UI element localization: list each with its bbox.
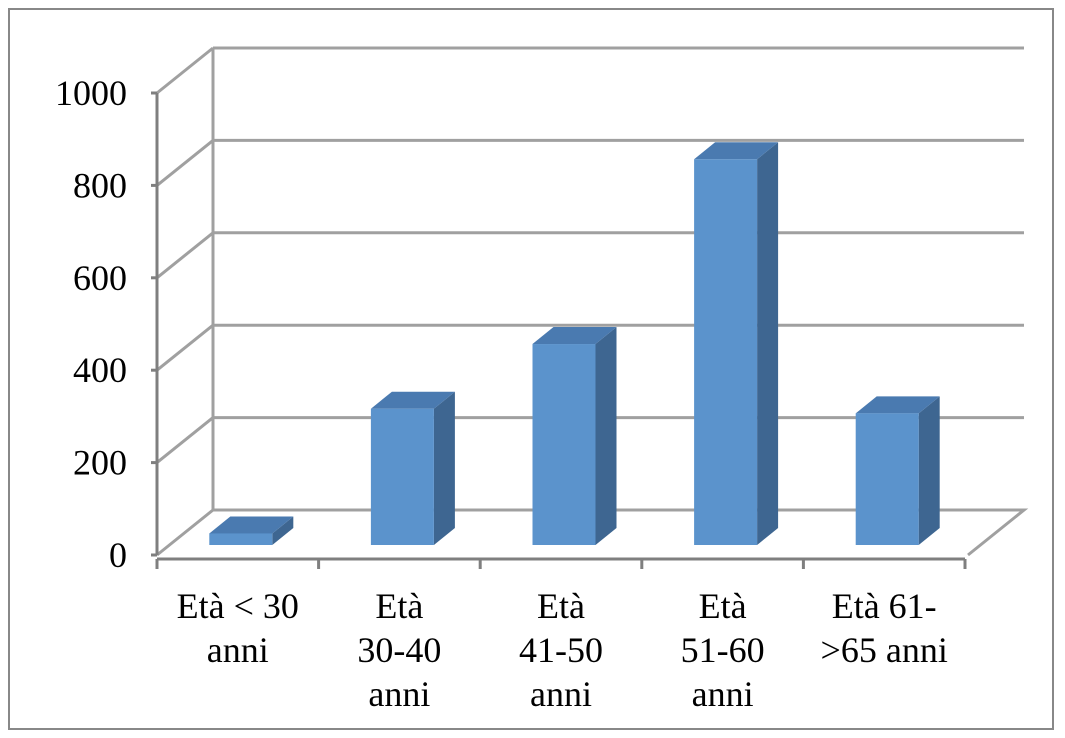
bar-top xyxy=(855,396,940,414)
bar xyxy=(694,142,779,546)
x-category-label-line: Età xyxy=(537,586,585,626)
floor-outline xyxy=(156,508,1029,557)
gridline-side xyxy=(156,324,214,372)
x-category-label-line: anni xyxy=(207,630,269,670)
x-category-label-line: 30-40 xyxy=(357,630,441,670)
x-category-label-line: 51-60 xyxy=(681,630,765,670)
x-category-label: Età < 30 anni xyxy=(177,586,299,670)
x-category-label-line: anni xyxy=(692,674,754,714)
gridline-side xyxy=(156,46,214,95)
bar-top xyxy=(370,391,455,409)
bar-side xyxy=(918,396,940,545)
x-category-label: Età 41-50 anni xyxy=(519,586,603,714)
bar-side xyxy=(272,516,294,545)
y-tick-label: 800 xyxy=(73,165,127,205)
bar-top xyxy=(209,516,294,534)
y-tick-label: 600 xyxy=(73,258,127,298)
x-category-label: Età 61->65 anni xyxy=(821,586,948,670)
x-category-label-line: anni xyxy=(368,674,430,714)
bar-front xyxy=(532,344,596,545)
x-category-label-line: >65 anni xyxy=(821,630,948,670)
bar xyxy=(532,327,617,545)
bar-top xyxy=(694,142,779,160)
bar xyxy=(209,516,294,545)
y-tick-label: 0 xyxy=(109,535,127,575)
gridline-side xyxy=(156,231,214,279)
x-category-label-line: anni xyxy=(530,674,592,714)
bar-front xyxy=(370,408,434,545)
x-category-label: Età 51-60 anni xyxy=(681,586,765,714)
x-category-label-line: Età < 30 xyxy=(177,586,299,626)
x-category-label-line: Età xyxy=(375,586,423,626)
x-category-label: Età 30-40 anni xyxy=(357,586,441,714)
grid-layer xyxy=(156,46,1029,557)
x-category-label-line: Età 61- xyxy=(832,586,937,626)
bar-top xyxy=(532,327,617,345)
bar-front xyxy=(855,413,919,545)
bar xyxy=(855,396,940,545)
y-tick-label: 1000 xyxy=(55,73,127,113)
bar-side xyxy=(595,327,617,545)
bar-front xyxy=(694,159,758,546)
x-category-label-line: 41-50 xyxy=(519,630,603,670)
bar xyxy=(370,391,455,545)
gridline-side xyxy=(156,416,214,464)
gridline-side xyxy=(156,139,214,187)
chart-frame xyxy=(8,8,1054,730)
x-category-label-line: Età xyxy=(699,586,747,626)
bar-side xyxy=(757,142,779,546)
y-tick-label: 200 xyxy=(73,443,127,483)
y-tick-label: 400 xyxy=(73,350,127,390)
bars-layer xyxy=(209,142,940,546)
axis-layer xyxy=(151,91,967,569)
bar-side xyxy=(433,391,455,545)
bar-front xyxy=(209,533,273,545)
